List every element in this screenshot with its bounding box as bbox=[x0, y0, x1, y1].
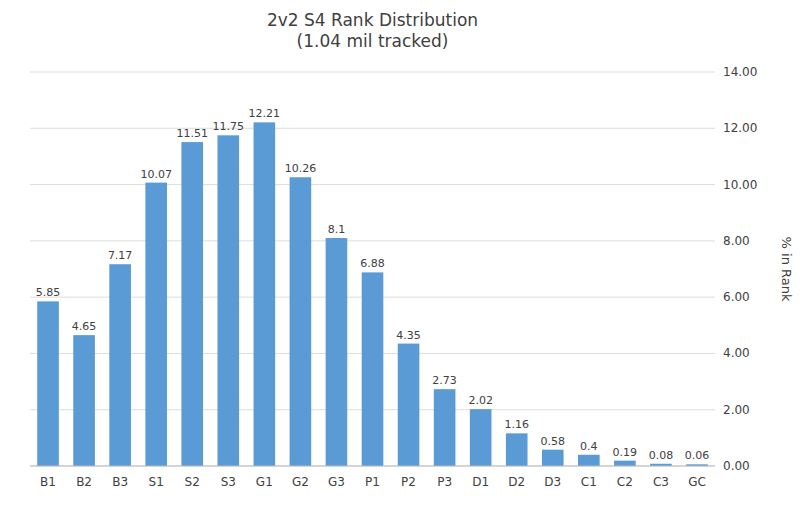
bar bbox=[506, 433, 528, 466]
x-tick-label: S1 bbox=[149, 475, 164, 489]
data-label: 2.02 bbox=[468, 394, 493, 407]
data-label: 4.65 bbox=[72, 320, 97, 333]
data-label: 8.1 bbox=[328, 223, 346, 236]
data-label: 1.16 bbox=[504, 418, 529, 431]
data-label: 12.21 bbox=[249, 107, 281, 120]
bar bbox=[326, 238, 348, 466]
y-tick-label: 10.00 bbox=[723, 178, 757, 192]
x-tick-label: P3 bbox=[437, 475, 452, 489]
y-tick-label: 2.00 bbox=[723, 403, 750, 417]
bar bbox=[109, 264, 131, 466]
data-label: 10.26 bbox=[285, 162, 317, 175]
y-tick-label: 6.00 bbox=[723, 290, 750, 304]
bar bbox=[37, 301, 59, 466]
bar bbox=[290, 177, 312, 466]
bar bbox=[73, 335, 95, 466]
y-tick-label: 14.00 bbox=[723, 65, 757, 79]
y-axis-label: % in Rank bbox=[779, 237, 794, 302]
data-label: 0.4 bbox=[580, 440, 598, 453]
x-tick-label: D3 bbox=[544, 475, 561, 489]
x-tick-label: B2 bbox=[76, 475, 92, 489]
x-tick-label: C3 bbox=[653, 475, 669, 489]
x-tick-label: P1 bbox=[365, 475, 380, 489]
data-labels: 5.85 4.65 7.17 10.07 11.51 11.75 12.21 10.26 8.1… bbox=[36, 107, 709, 462]
y-tick-label: 12.00 bbox=[723, 121, 757, 135]
grid-line bbox=[30, 240, 715, 241]
x-tick-label: G1 bbox=[256, 475, 273, 489]
bar bbox=[217, 135, 239, 466]
grid-line bbox=[30, 184, 715, 185]
bar bbox=[542, 450, 564, 466]
y-axis: 0.00 2.00 4.00 6.00 8.00 10.00 12.00 14.00 bbox=[723, 65, 757, 473]
data-label: 0.58 bbox=[541, 435, 566, 448]
x-tick-label: D2 bbox=[508, 475, 525, 489]
x-tick-label: S3 bbox=[221, 475, 236, 489]
title-line: 2v2 S4 Rank Distribution bbox=[267, 10, 478, 30]
grid-line bbox=[30, 72, 715, 73]
bar bbox=[578, 455, 600, 466]
bar bbox=[362, 272, 384, 466]
x-tick-label: B3 bbox=[112, 475, 128, 489]
x-tick-label: G2 bbox=[292, 475, 309, 489]
data-label: 0.08 bbox=[649, 449, 674, 462]
grid bbox=[30, 72, 715, 466]
x-tick-label: S2 bbox=[185, 475, 200, 489]
chart-container: 0.00 2.00 4.00 6.00 8.00 10.00 12.00 14.00 % in … bbox=[0, 0, 800, 511]
data-label: 0.19 bbox=[613, 446, 638, 459]
x-tick-label: P2 bbox=[401, 475, 416, 489]
bars bbox=[37, 122, 708, 466]
bar bbox=[145, 183, 167, 466]
x-axis: B1 B2 B3 S1 S2 S3 G1 G2 G3 P1 P2 P3 D1 D2 D3 C1 C2 C3 GC bbox=[40, 475, 706, 489]
x-tick-label: B1 bbox=[40, 475, 56, 489]
x-tick-label: C2 bbox=[617, 475, 633, 489]
grid-line bbox=[30, 128, 715, 129]
x-axis-line bbox=[30, 466, 715, 467]
bar bbox=[434, 389, 456, 466]
bar bbox=[470, 409, 492, 466]
data-label: 5.85 bbox=[36, 286, 61, 299]
data-label: 6.88 bbox=[360, 257, 385, 270]
bar bbox=[614, 461, 636, 466]
title-line: (1.04 mil tracked) bbox=[297, 31, 449, 51]
chart-svg: 0.00 2.00 4.00 6.00 8.00 10.00 12.00 14.00 % in … bbox=[0, 0, 800, 511]
grid-line bbox=[30, 466, 715, 467]
data-label: 7.17 bbox=[108, 249, 133, 262]
y-tick-label: 4.00 bbox=[723, 346, 750, 360]
x-tick-label: GC bbox=[688, 475, 706, 489]
y-tick-label: 8.00 bbox=[723, 234, 750, 248]
data-label: 10.07 bbox=[140, 168, 172, 181]
x-tick-label: G3 bbox=[328, 475, 345, 489]
data-label: 11.51 bbox=[176, 127, 208, 140]
y-tick-label: 0.00 bbox=[723, 459, 750, 473]
data-label: 0.06 bbox=[685, 449, 710, 462]
bar bbox=[254, 122, 276, 466]
data-label: 4.35 bbox=[396, 329, 421, 342]
x-tick-label: C1 bbox=[581, 475, 597, 489]
title: 2v2 S4 Rank Distribution(1.04 mil tracke… bbox=[267, 10, 478, 51]
bar bbox=[181, 142, 203, 466]
data-label: 2.73 bbox=[432, 374, 457, 387]
data-label: 11.75 bbox=[213, 120, 245, 133]
bar bbox=[398, 344, 420, 466]
x-tick-label: D1 bbox=[472, 475, 489, 489]
